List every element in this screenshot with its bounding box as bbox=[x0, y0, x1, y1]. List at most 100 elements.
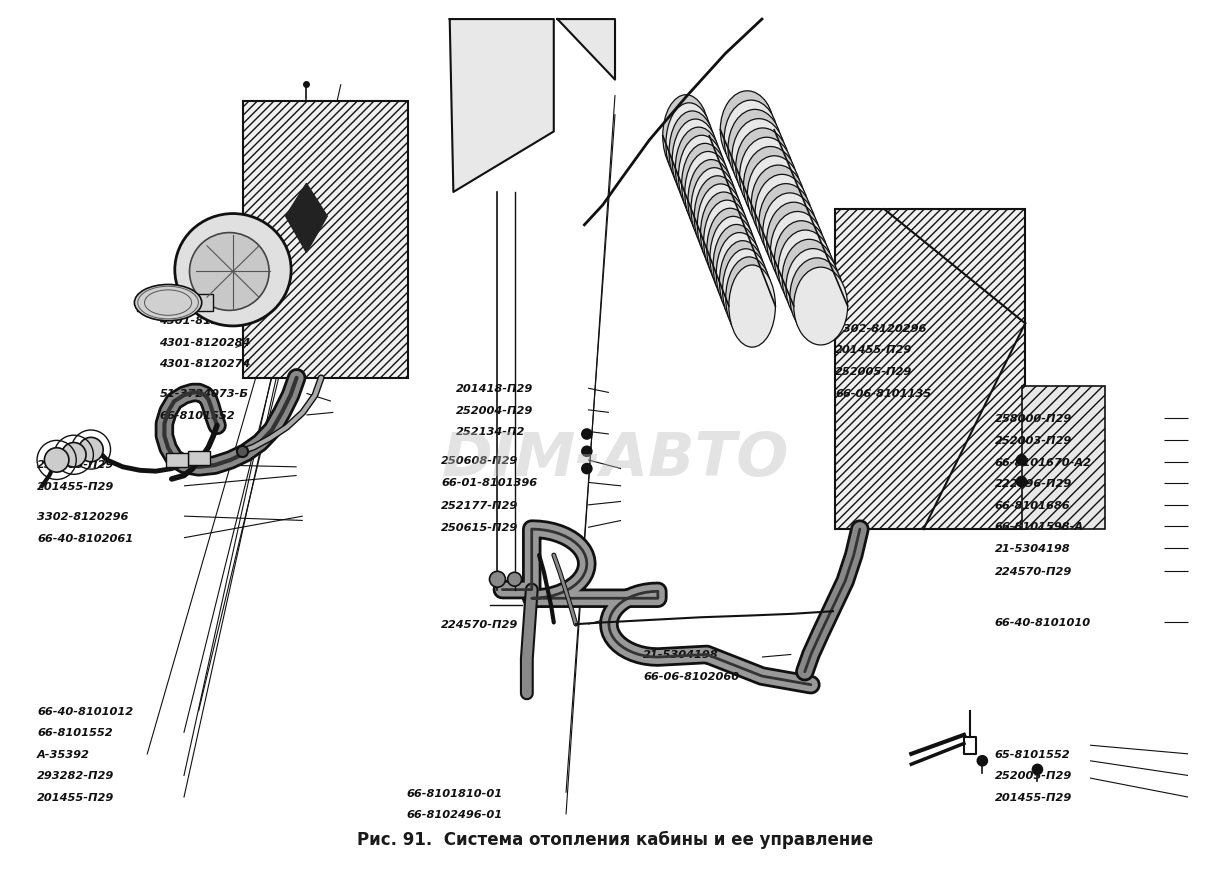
Ellipse shape bbox=[748, 156, 801, 235]
Text: 201455-П29: 201455-П29 bbox=[995, 793, 1071, 802]
Ellipse shape bbox=[722, 249, 769, 331]
Text: 252003-П29: 252003-П29 bbox=[995, 435, 1071, 446]
Text: Рис. 91.  Система отопления кабины и ее управление: Рис. 91. Система отопления кабины и ее у… bbox=[357, 830, 873, 847]
Text: 66-8101552: 66-8101552 bbox=[160, 410, 235, 421]
Text: 3302-8120296: 3302-8120296 bbox=[37, 512, 128, 521]
Text: 250615-П29: 250615-П29 bbox=[442, 523, 518, 533]
Text: 252005-П29: 252005-П29 bbox=[995, 771, 1071, 780]
Ellipse shape bbox=[713, 225, 760, 308]
Circle shape bbox=[978, 756, 988, 766]
Text: 66-8101686: 66-8101686 bbox=[995, 501, 1070, 510]
Ellipse shape bbox=[743, 148, 797, 225]
Circle shape bbox=[79, 438, 103, 462]
Ellipse shape bbox=[728, 110, 782, 188]
Ellipse shape bbox=[665, 103, 712, 186]
Ellipse shape bbox=[726, 257, 772, 340]
Text: 250608-П29: 250608-П29 bbox=[442, 455, 518, 466]
Text: 201418-П29: 201418-П29 bbox=[456, 384, 533, 394]
Ellipse shape bbox=[675, 128, 722, 210]
Ellipse shape bbox=[755, 176, 809, 253]
Ellipse shape bbox=[721, 92, 774, 169]
Text: 66-8101598-А: 66-8101598-А bbox=[995, 522, 1084, 532]
Text: 222496-П29: 222496-П29 bbox=[995, 479, 1071, 488]
Text: 66-40-8102061: 66-40-8102061 bbox=[37, 533, 133, 543]
Ellipse shape bbox=[134, 285, 202, 322]
Text: 66-8102496-01: 66-8102496-01 bbox=[407, 809, 503, 819]
Circle shape bbox=[62, 443, 86, 468]
Bar bbox=[188, 452, 209, 466]
Ellipse shape bbox=[752, 166, 806, 243]
Bar bbox=[138, 295, 213, 312]
Ellipse shape bbox=[779, 231, 833, 308]
Text: 201455-П29: 201455-П29 bbox=[835, 345, 913, 355]
Circle shape bbox=[1032, 765, 1042, 774]
Text: 258000-П29: 258000-П29 bbox=[995, 414, 1071, 424]
Text: 252005-П29: 252005-П29 bbox=[835, 367, 913, 376]
Text: 51-3724073-Б: 51-3724073-Б bbox=[160, 389, 248, 399]
Text: 66-01-8101396: 66-01-8101396 bbox=[442, 478, 538, 488]
Text: 293282-П29: 293282-П29 bbox=[37, 771, 114, 780]
Ellipse shape bbox=[766, 203, 820, 281]
Text: 4301-8120284: 4301-8120284 bbox=[160, 337, 251, 347]
Text: 21-5304198: 21-5304198 bbox=[643, 650, 718, 660]
Ellipse shape bbox=[688, 161, 734, 242]
Circle shape bbox=[44, 448, 69, 473]
Polygon shape bbox=[285, 184, 327, 253]
Ellipse shape bbox=[663, 96, 710, 177]
Ellipse shape bbox=[679, 136, 724, 218]
Ellipse shape bbox=[710, 217, 756, 299]
Ellipse shape bbox=[685, 152, 732, 235]
Ellipse shape bbox=[786, 249, 840, 327]
Ellipse shape bbox=[720, 242, 766, 323]
Text: DIM-АВТО: DIM-АВТО bbox=[442, 429, 788, 488]
Text: 201455-П29: 201455-П29 bbox=[37, 793, 114, 802]
Ellipse shape bbox=[732, 120, 786, 197]
Bar bbox=[242, 102, 408, 378]
Ellipse shape bbox=[669, 112, 716, 194]
Ellipse shape bbox=[716, 233, 763, 315]
Ellipse shape bbox=[724, 101, 779, 179]
Text: 252177-П29: 252177-П29 bbox=[442, 501, 518, 510]
Bar bbox=[166, 454, 188, 468]
Polygon shape bbox=[450, 20, 554, 193]
Ellipse shape bbox=[697, 185, 744, 267]
Bar bbox=[1022, 387, 1105, 529]
Circle shape bbox=[490, 572, 506, 587]
Ellipse shape bbox=[759, 184, 813, 262]
Bar bbox=[835, 210, 1025, 529]
Text: 66-06-8102060: 66-06-8102060 bbox=[643, 671, 739, 681]
Text: 252005-П29: 252005-П29 bbox=[37, 460, 114, 470]
Circle shape bbox=[582, 464, 592, 474]
Circle shape bbox=[582, 429, 592, 440]
Text: 201455-П29: 201455-П29 bbox=[37, 481, 114, 491]
Ellipse shape bbox=[681, 144, 728, 226]
Text: 66-06-8101135: 66-06-8101135 bbox=[835, 388, 931, 398]
Ellipse shape bbox=[673, 120, 718, 202]
Ellipse shape bbox=[793, 268, 847, 346]
Ellipse shape bbox=[736, 129, 790, 207]
Text: 4301-8120274: 4301-8120274 bbox=[160, 359, 251, 368]
Text: 3302-8120296: 3302-8120296 bbox=[835, 323, 926, 334]
Text: 252004-П29: 252004-П29 bbox=[456, 405, 533, 415]
Ellipse shape bbox=[770, 212, 824, 290]
Ellipse shape bbox=[739, 138, 793, 216]
Ellipse shape bbox=[790, 259, 844, 336]
Text: 65-8101552: 65-8101552 bbox=[995, 749, 1070, 759]
Ellipse shape bbox=[782, 240, 836, 318]
Text: 252134-П2: 252134-П2 bbox=[456, 427, 525, 437]
Text: А-35392: А-35392 bbox=[37, 749, 90, 759]
Ellipse shape bbox=[694, 176, 740, 259]
Ellipse shape bbox=[189, 233, 269, 311]
Text: 66-8101552: 66-8101552 bbox=[37, 727, 113, 738]
Text: 224570-П29: 224570-П29 bbox=[995, 566, 1071, 576]
Ellipse shape bbox=[775, 222, 828, 299]
Text: 66-8101810-01: 66-8101810-01 bbox=[407, 788, 503, 798]
Circle shape bbox=[582, 447, 592, 457]
Text: 21-5304198: 21-5304198 bbox=[995, 543, 1070, 554]
Text: 66-40-8101010: 66-40-8101010 bbox=[995, 618, 1091, 627]
Ellipse shape bbox=[704, 201, 750, 283]
Circle shape bbox=[1016, 477, 1027, 487]
Ellipse shape bbox=[701, 193, 747, 275]
Circle shape bbox=[1016, 455, 1027, 466]
Ellipse shape bbox=[763, 194, 817, 271]
